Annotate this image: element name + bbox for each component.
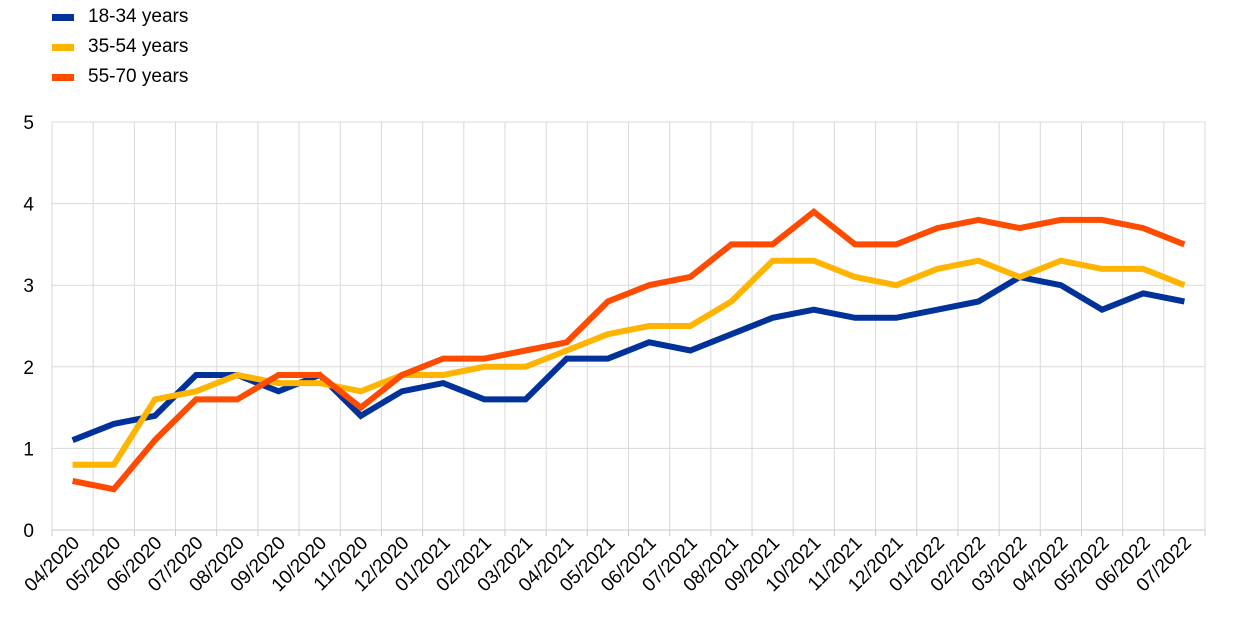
legend-item-35-54: 35-54 years: [52, 32, 188, 62]
legend-label-55-70: 55-70 years: [88, 66, 189, 87]
legend-swatch-35-54: [52, 43, 74, 51]
series-line-55-70-years: [72, 207, 1186, 493]
legend-label-35-54: 35-54 years: [88, 36, 189, 57]
y-tick-label: 0: [23, 521, 34, 542]
legend-item-18-34: 18-34 years: [52, 2, 188, 32]
y-tick-label: 1: [23, 439, 34, 460]
series-line-35-54-years: [72, 257, 1186, 468]
y-tick-label: 5: [23, 113, 34, 134]
legend-swatch-55-70: [52, 73, 74, 81]
legend: 18-34 years 35-54 years 55-70 years: [52, 2, 188, 92]
y-tick-label: 2: [23, 358, 34, 379]
legend-label-18-34: 18-34 years: [88, 6, 189, 27]
legend-swatch-18-34: [52, 13, 74, 21]
series-line-18-34-years: [71, 273, 1185, 443]
y-tick-label: 4: [23, 195, 34, 216]
legend-item-55-70: 55-70 years: [52, 62, 188, 92]
y-tick-label: 3: [23, 276, 34, 297]
